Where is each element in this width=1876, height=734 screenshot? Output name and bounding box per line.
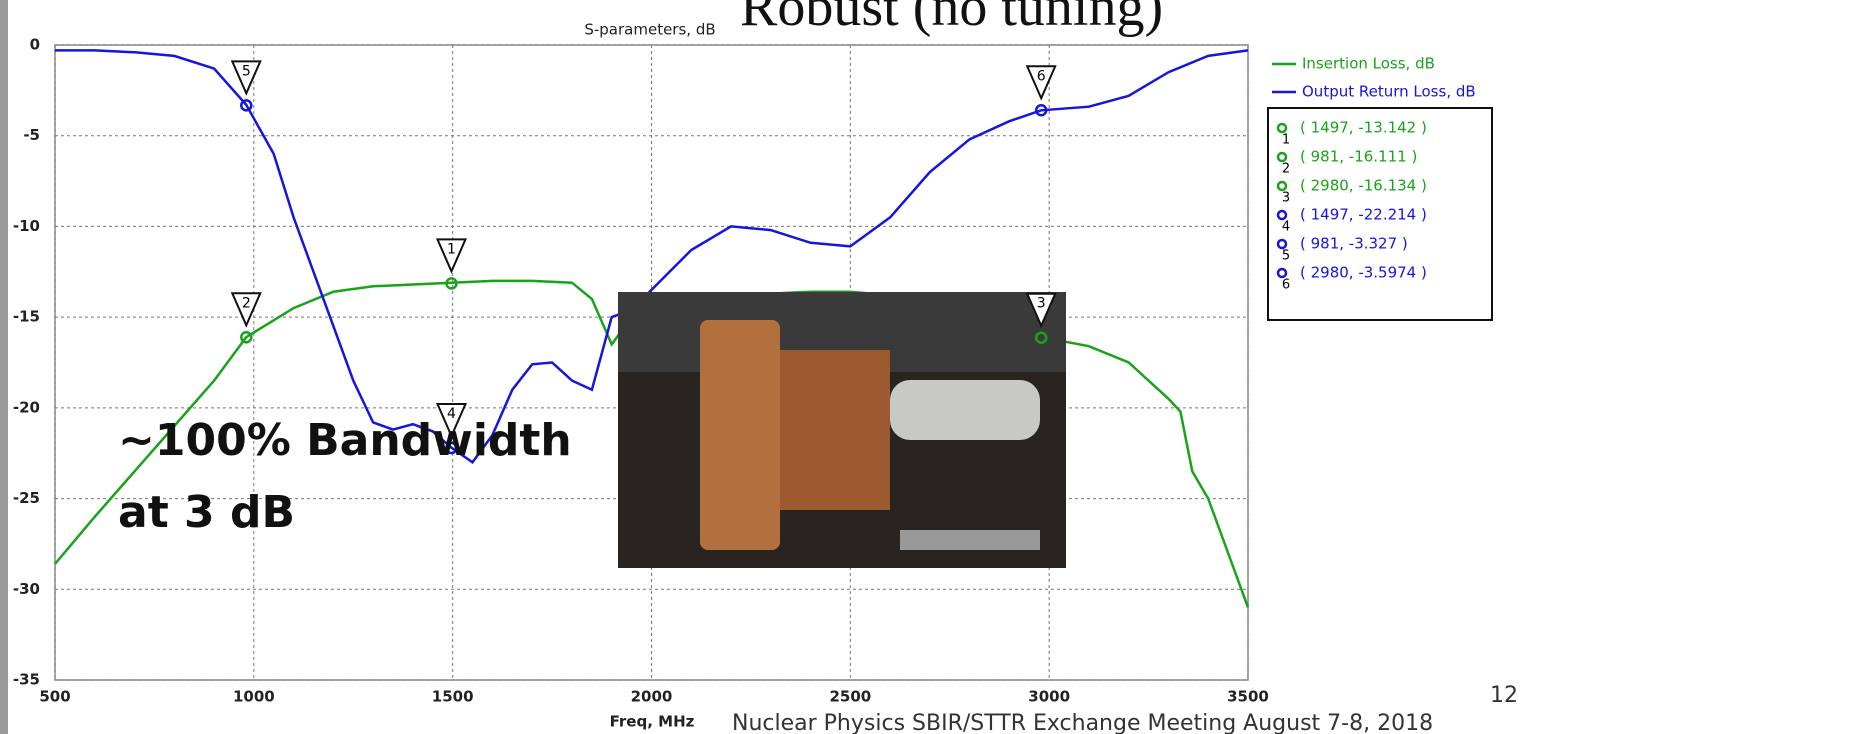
readout-value: ( 2980, -3.5974 ) [1300, 264, 1427, 282]
photo [618, 292, 1066, 568]
marker-flag-label: 3 [1037, 296, 1046, 312]
x-tick-label: 1000 [233, 688, 275, 706]
photo-bracket [900, 530, 1040, 550]
slide-edge [0, 0, 8, 734]
x-tick-label: 3500 [1227, 688, 1269, 706]
annotation: ~100% Bandwidth [118, 415, 572, 466]
legend-label: Insertion Loss, dB [1302, 55, 1435, 73]
readout-value: ( 1497, -22.214 ) [1300, 206, 1427, 224]
annotation: at 3 dB [118, 487, 295, 538]
x-tick-label: 1500 [432, 688, 474, 706]
x-tick-label: 2000 [631, 688, 673, 706]
x-tick-label: 2500 [829, 688, 871, 706]
readout-index: 5 [1282, 249, 1290, 264]
y-tick-label: -20 [13, 398, 40, 416]
slide-number: 12 [1490, 683, 1518, 708]
readout-value: ( 2980, -16.134 ) [1300, 177, 1427, 195]
marker-flag-label: 5 [242, 63, 251, 79]
photo-body [780, 350, 890, 510]
photo-coupler [890, 380, 1040, 440]
x-axis-label: Freq, MHz [610, 713, 695, 731]
marker-flag-label: 1 [447, 241, 456, 257]
x-tick-label: 3000 [1028, 688, 1070, 706]
slide: Robust (no tuning) S-parameters, dB Freq… [0, 0, 1876, 734]
y-tick-label: -15 [13, 308, 40, 326]
y-tick-label: 0 [30, 36, 40, 54]
y-tick-label: -25 [13, 489, 40, 507]
y-tick-label: -30 [13, 580, 40, 598]
marker-flag-label: 2 [242, 295, 251, 311]
readout-index: 6 [1282, 278, 1290, 293]
y-tick-label: -5 [23, 126, 40, 144]
x-tick-label: 500 [39, 688, 70, 706]
readout-value: ( 1497, -13.142 ) [1300, 119, 1427, 137]
readout-value: ( 981, -16.111 ) [1300, 148, 1417, 166]
photo-flange [700, 320, 780, 550]
readout-index: 3 [1282, 191, 1290, 206]
y-tick-label: -35 [13, 671, 40, 689]
y-tick-label: -10 [13, 217, 40, 235]
readout-value: ( 981, -3.327 ) [1300, 235, 1408, 253]
readout-index: 2 [1282, 162, 1290, 177]
readout-index: 4 [1282, 220, 1290, 235]
readout-index: 1 [1282, 133, 1290, 148]
legend-label: Output Return Loss, dB [1302, 83, 1476, 101]
marker-flag-label: 6 [1037, 68, 1046, 84]
footer: Nuclear Physics SBIR/STTR Exchange Meeti… [732, 711, 1433, 734]
slide-title: Robust (no tuning) [740, 0, 1163, 38]
chart-title: S-parameters, dB [584, 21, 715, 39]
